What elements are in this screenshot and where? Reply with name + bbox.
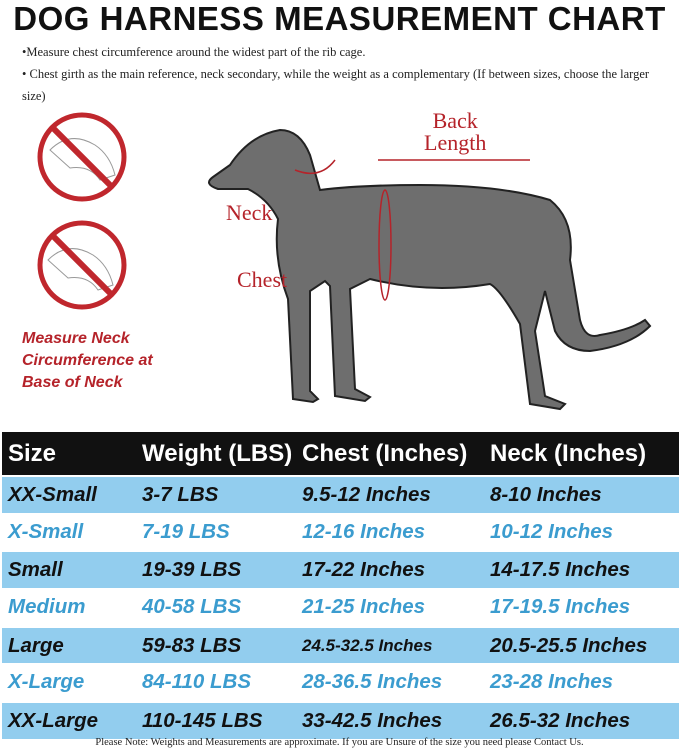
cell-size: X-Small xyxy=(8,519,84,543)
cell-chest: 33-42.5 Inches xyxy=(302,708,443,732)
dog-silhouette xyxy=(208,128,652,411)
cell-chest: 21-25 Inches xyxy=(302,594,426,618)
warning-line: Measure Neck xyxy=(22,330,130,347)
cell-chest: 12-16 Inches xyxy=(302,519,426,543)
footer-note: Please Note: Weights and Measurements ar… xyxy=(95,737,584,748)
no-sign-icon-2 xyxy=(37,220,127,310)
neck-label: Neck xyxy=(226,200,273,225)
cell-neck: 20.5-25.5 Inches xyxy=(490,633,648,657)
table-row: X-Small 7-19 LBS 12-16 Inches 10-12 Inches xyxy=(2,512,679,551)
warning-line: Base of Neck xyxy=(22,374,123,391)
neck-warning: Measure Neck Circumference at Base of Ne… xyxy=(22,328,153,394)
table-row: X-Large 84-110 LBS 28-36.5 Inches 23-28 Inc… xyxy=(2,663,679,702)
cell-weight: 84-110 LBS xyxy=(142,670,252,694)
note-1: •Measure chest circumference around the … xyxy=(22,45,366,59)
table-body: XX-Small 3-7 LBS 9.5-12 Inches 8-10 Inches X… xyxy=(2,475,679,739)
note-2: • Chest girth as the main reference, nec… xyxy=(22,67,650,103)
cell-size: XX-Large xyxy=(8,708,98,732)
table-row: Medium 40-58 LBS 21-25 Inches 17-19.5 Inche… xyxy=(2,588,679,626)
header-weight: Weight (LBS) xyxy=(142,439,293,467)
cell-neck: 23-28 Inches xyxy=(490,670,614,694)
table-row: XX-Small 3-7 LBS 9.5-12 Inches 8-10 Inches xyxy=(2,475,679,513)
cell-chest: 24.5-32.5 Inches xyxy=(302,635,433,655)
cell-size: Medium xyxy=(8,594,86,618)
cell-neck: 10-12 Inches xyxy=(490,519,614,543)
page-title: DOG HARNESS MEASUREMENT CHART xyxy=(13,0,666,37)
cell-weight: 110-145 LBS xyxy=(142,708,263,732)
cell-weight: 7-19 LBS xyxy=(142,519,230,543)
cell-neck: 8-10 Inches xyxy=(490,482,602,506)
back-label: Back xyxy=(432,108,478,133)
cell-neck: 14-17.5 Inches xyxy=(490,558,631,582)
cell-size: Large xyxy=(8,633,64,657)
table-row: Small 19-39 LBS 17-22 Inches 14-17.5 Inches xyxy=(2,550,679,589)
cell-neck: 17-19.5 Inches xyxy=(490,594,631,618)
cell-weight: 3-7 LBS xyxy=(142,482,219,506)
cell-chest: 17-22 Inches xyxy=(302,558,426,582)
header-chest: Chest (Inches) xyxy=(302,439,468,467)
cell-chest: 9.5-12 Inches xyxy=(302,482,431,506)
cell-neck: 26.5-32 Inches xyxy=(490,708,631,732)
back-length-label: Back Length xyxy=(424,110,486,154)
cell-weight: 19-39 LBS xyxy=(142,558,242,582)
cell-weight: 59-83 LBS xyxy=(142,633,242,657)
cell-chest: 28-36.5 Inches xyxy=(302,670,443,694)
length-label: Length xyxy=(424,130,487,155)
chest-label: Chest xyxy=(237,267,288,292)
cell-size: Small xyxy=(8,558,63,582)
cell-weight: 40-58 LBS xyxy=(142,594,242,618)
cell-size: XX-Small xyxy=(8,482,97,506)
header-neck: Neck (Inches) xyxy=(490,439,647,467)
table-header: Size Weight (LBS) Chest (Inches) Neck (I… xyxy=(2,432,679,475)
warning-line: Circumference at xyxy=(22,352,153,369)
table-row: XX-Large 110-145 LBS 33-42.5 Inches 26.5-32… xyxy=(2,701,679,739)
cell-size: X-Large xyxy=(8,670,85,694)
header-size: Size xyxy=(8,439,57,467)
dog-diagram xyxy=(37,112,652,411)
size-table: Size Weight (LBS) Chest (Inches) Neck (I… xyxy=(2,432,679,739)
table-row: Large 59-83 LBS 24.5-32.5 Inches 20.5-25.5 … xyxy=(2,625,679,664)
no-sign-icon-1 xyxy=(37,112,127,202)
